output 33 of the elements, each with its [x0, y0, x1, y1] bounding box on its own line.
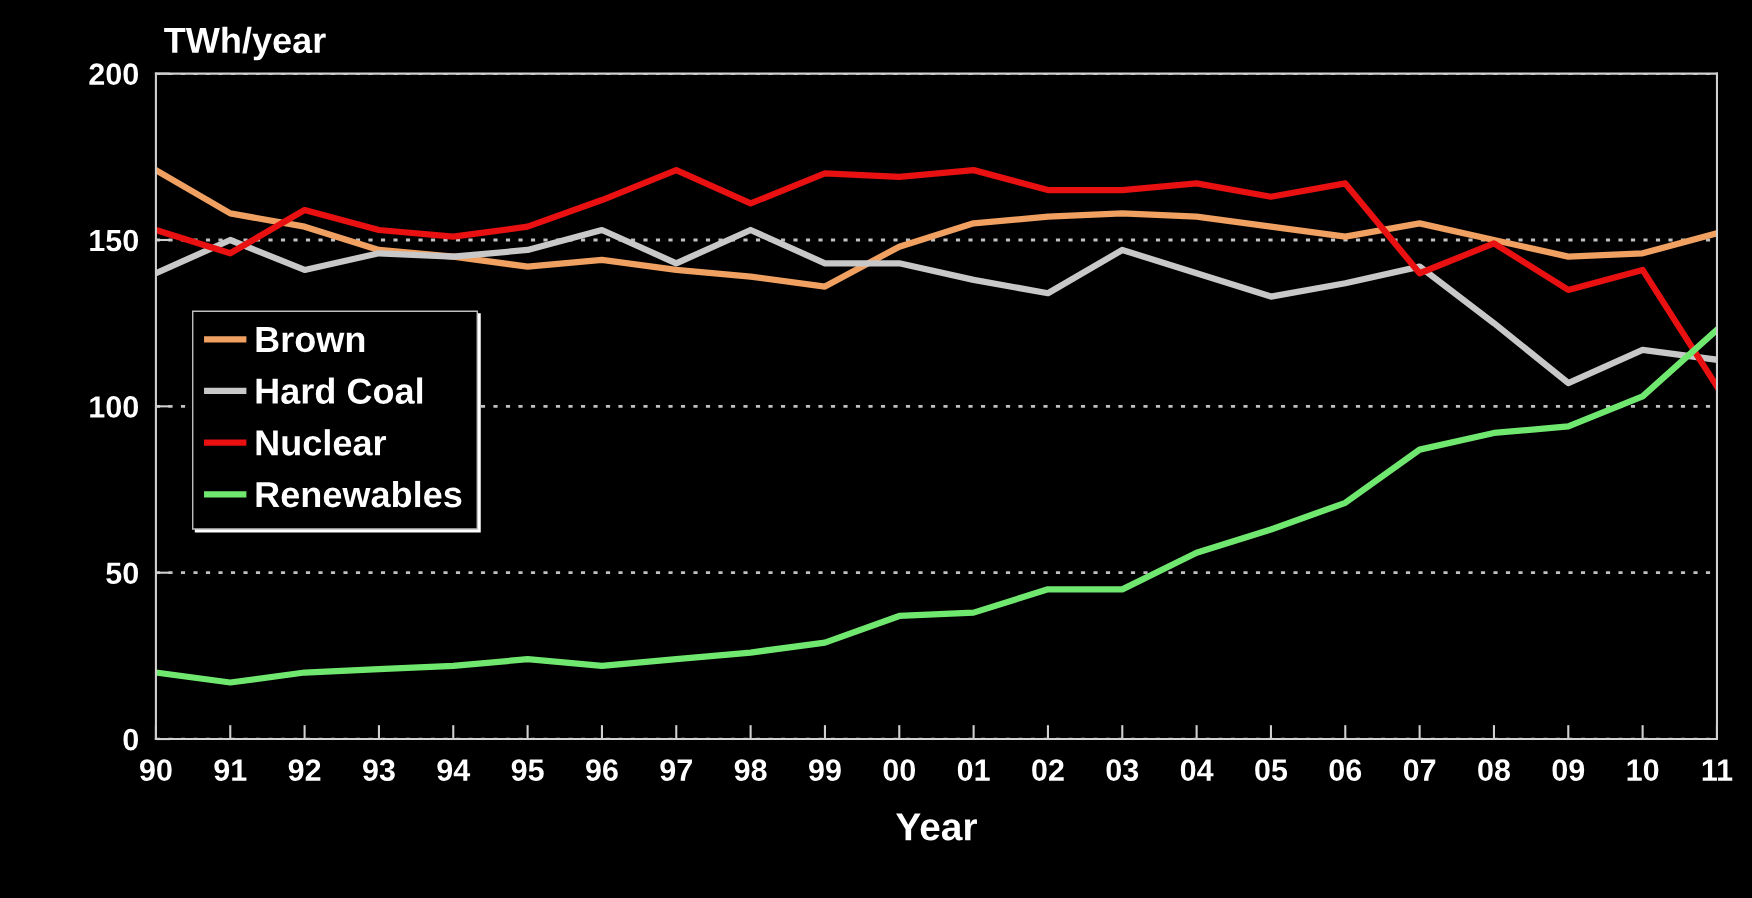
x-tick-label: 01 — [957, 759, 990, 781]
y-tick-label: 100 — [90, 396, 139, 418]
x-tick-label: 96 — [586, 759, 618, 781]
y-tick-label: 150 — [90, 229, 139, 252]
x-tick-label: 08 — [1478, 759, 1511, 781]
x-tick-label: 90 — [140, 759, 172, 781]
y-axis-title: TWh/year — [164, 26, 326, 61]
x-tick-label: 91 — [214, 759, 247, 781]
x-tick-label: 10 — [1627, 759, 1659, 781]
x-tick-label: 00 — [883, 759, 916, 781]
x-tick-label: 11 — [1702, 759, 1733, 781]
y-tick-label: 200 — [89, 63, 139, 86]
x-tick-label: 92 — [288, 759, 321, 781]
x-tick-label: 05 — [1255, 759, 1288, 781]
x-tick-label: 98 — [734, 759, 767, 781]
y-tick-label: 50 — [106, 562, 139, 585]
legend-label: Brown — [256, 327, 365, 353]
x-tick-label: 94 — [437, 759, 471, 781]
x-tick-label: 02 — [1032, 759, 1064, 781]
x-tick-label: 95 — [511, 759, 544, 781]
legend-label: Renewables — [256, 480, 462, 508]
y-tick-label: 0 — [123, 728, 139, 751]
x-axis-title: Year — [896, 813, 977, 841]
x-tick-label: 03 — [1106, 759, 1139, 781]
legend-label: Nuclear — [256, 429, 387, 456]
x-tick-label: 06 — [1329, 759, 1362, 781]
x-tick-label: 07 — [1403, 759, 1436, 781]
x-tick-label: 09 — [1552, 759, 1585, 781]
legend-label: Hard Coal — [256, 377, 423, 404]
x-tick-label: 97 — [660, 759, 692, 781]
x-tick-label: 93 — [363, 759, 395, 781]
x-tick-label: 04 — [1180, 759, 1214, 781]
x-tick-label: 99 — [809, 759, 841, 781]
